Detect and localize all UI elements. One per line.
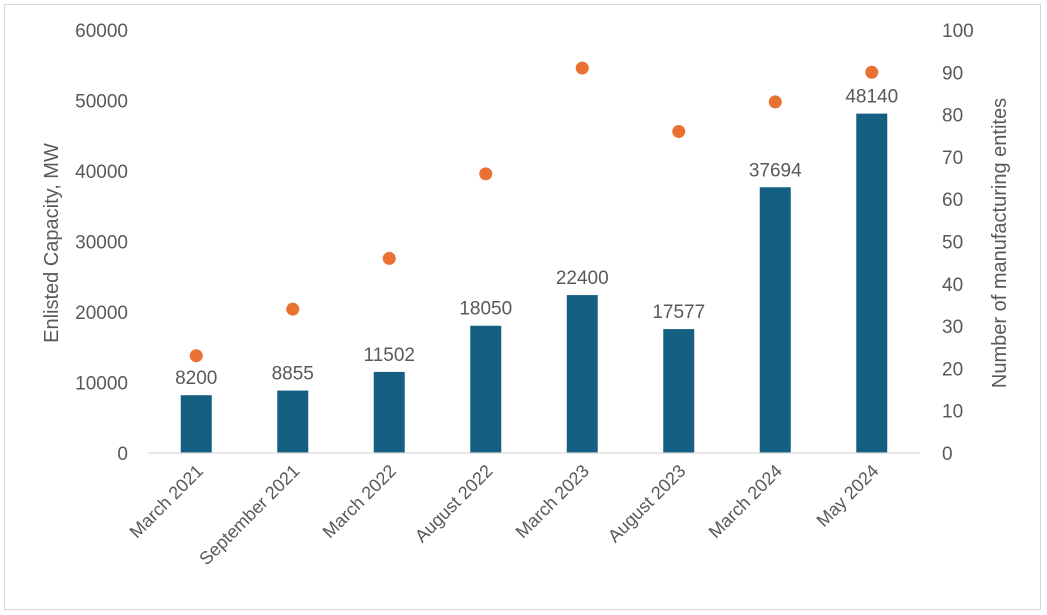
scatter-point xyxy=(768,95,782,109)
y-tick-label: 30000 xyxy=(75,233,128,254)
y-tick-label: 0 xyxy=(117,444,128,465)
scatter-point xyxy=(286,302,300,316)
y2-tick-label: 20 xyxy=(942,359,963,380)
bar xyxy=(663,329,695,453)
x-tick-label: March 2023 xyxy=(512,461,593,542)
x-tick-label: March 2024 xyxy=(705,461,786,542)
y2-tick-label: 10 xyxy=(942,402,963,423)
y2-tick-label: 90 xyxy=(942,63,963,84)
y-axis-label: Enlisted Capacity, MW xyxy=(41,143,63,343)
bar xyxy=(180,395,212,453)
x-tick-label: May 2024 xyxy=(813,461,883,531)
y2-tick-label: 100 xyxy=(942,21,974,42)
bar xyxy=(566,295,598,453)
scatter-point xyxy=(575,61,589,75)
data-label: 8200 xyxy=(175,368,217,389)
bar xyxy=(470,325,502,453)
data-label: 48140 xyxy=(845,87,898,108)
y2-axis-label: Number of manufacturing entites xyxy=(989,98,1011,388)
scatter-point xyxy=(382,251,396,265)
scatter-point xyxy=(865,65,879,79)
scatter-point xyxy=(672,125,686,139)
data-label: 8855 xyxy=(272,364,314,385)
y-tick-label: 20000 xyxy=(75,303,128,324)
data-label: 37694 xyxy=(749,160,802,181)
scatter-point xyxy=(189,349,203,363)
data-label: 11502 xyxy=(364,345,415,366)
x-tick-label: August 2022 xyxy=(411,461,497,547)
data-label: 22400 xyxy=(556,268,609,289)
data-label: 18050 xyxy=(459,299,512,320)
y2-tick-label: 50 xyxy=(942,233,963,254)
bar xyxy=(856,113,888,453)
y2-tick-label: 40 xyxy=(942,275,963,296)
y2-tick-label: 80 xyxy=(942,106,963,127)
data-label: 17577 xyxy=(652,302,705,323)
bar xyxy=(373,371,405,453)
y-tick-label: 60000 xyxy=(75,21,128,42)
y2-tick-label: 0 xyxy=(942,444,953,465)
x-tick-label: September 2021 xyxy=(195,461,303,569)
y2-tick-label: 70 xyxy=(942,148,963,169)
y-tick-label: 40000 xyxy=(75,162,128,183)
y2-tick-label: 60 xyxy=(942,190,963,211)
y-tick-label: 10000 xyxy=(75,374,128,395)
chart-frame xyxy=(4,4,1041,610)
x-tick-label: March 2022 xyxy=(319,461,400,542)
x-tick-label: August 2023 xyxy=(604,461,690,547)
x-tick-label: March 2021 xyxy=(126,461,207,542)
y-tick-label: 50000 xyxy=(75,92,128,113)
scatter-point xyxy=(479,167,493,181)
y2-tick-label: 30 xyxy=(942,317,963,338)
bar xyxy=(759,187,791,453)
bar xyxy=(277,390,309,453)
